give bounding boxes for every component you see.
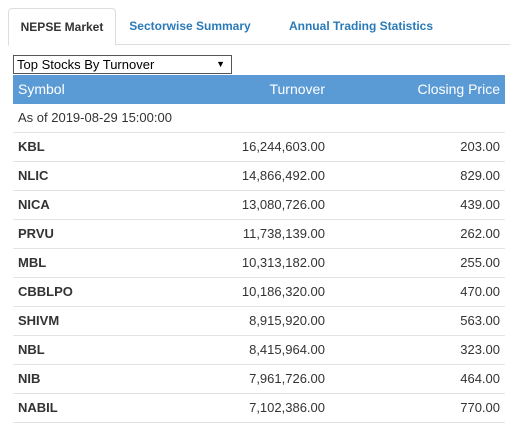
table-row: MBL 10,313,182.00 255.00 [13,249,505,278]
tab-sectorwise-summary[interactable]: Sectorwise Summary [129,19,251,33]
stock-filter-value: Top Stocks By Turnover [17,57,155,72]
symbol-cell: MBL [18,255,47,270]
closing-price-cell: 464.00 [460,371,500,386]
symbol-cell: KBL [18,139,45,154]
closing-price-cell: 470.00 [460,284,500,299]
closing-price-cell: 829.00 [460,168,500,183]
closing-price-cell: 770.00 [460,400,500,415]
symbol-cell: NIB [18,371,41,386]
table-row: NABIL 7,102,386.00 770.00 [13,394,505,423]
header-closing-price: Closing Price [417,81,500,97]
header-symbol: Symbol [18,81,65,97]
tab-bar: NEPSE Market Sectorwise Summary Annual T… [8,8,510,46]
turnover-cell: 10,186,320.00 [241,284,325,299]
symbol-cell: NICA [18,197,50,212]
as-of-timestamp: As of 2019-08-29 15:00:00 [13,104,505,133]
turnover-cell: 16,244,603.00 [241,139,325,154]
tab-annual-trading-statistics[interactable]: Annual Trading Statistics [288,19,434,33]
turnover-cell: 14,866,492.00 [241,168,325,183]
closing-price-cell: 563.00 [460,313,500,328]
table-row: NLIC 14,866,492.00 829.00 [13,162,505,191]
stock-table-body: KBL 16,244,603.00 203.00 NLIC 14,866,492.00 8… [13,133,505,423]
tab-nepse-market[interactable]: NEPSE Market [8,8,116,46]
closing-price-cell: 255.00 [460,255,500,270]
symbol-cell: PRVU [18,226,54,241]
turnover-cell: 11,738,139.00 [242,226,325,241]
turnover-cell: 7,961,726.00 [249,371,325,386]
turnover-cell: 13,080,726.00 [241,197,325,212]
symbol-cell: CBBLPO [18,284,73,299]
turnover-cell: 7,102,386.00 [249,400,325,415]
symbol-cell: NABIL [18,400,58,415]
turnover-cell: 8,915,920.00 [249,313,325,328]
symbol-cell: NBL [18,342,45,357]
table-row: SHIVM 8,915,920.00 563.00 [13,307,505,336]
stock-filter-select[interactable]: Top Stocks By Turnover ▼ [13,55,232,74]
closing-price-cell: 323.00 [460,342,500,357]
table-header: Symbol Turnover Closing Price [13,75,505,104]
closing-price-cell: 439.00 [460,197,500,212]
symbol-cell: SHIVM [18,313,60,328]
chevron-down-icon: ▼ [216,59,225,69]
closing-price-cell: 262.00 [460,226,500,241]
table-row: NICA 13,080,726.00 439.00 [13,191,505,220]
table-row: KBL 16,244,603.00 203.00 [13,133,505,162]
table-row: NBL 8,415,964.00 323.00 [13,336,505,365]
turnover-cell: 8,415,964.00 [249,342,325,357]
header-turnover: Turnover [269,81,325,97]
closing-price-cell: 203.00 [460,139,500,154]
turnover-cell: 10,313,182.00 [241,255,325,270]
table-row: NIB 7,961,726.00 464.00 [13,365,505,394]
table-row: CBBLPO 10,186,320.00 470.00 [13,278,505,307]
table-row: PRVU 11,738,139.00 262.00 [13,220,505,249]
symbol-cell: NLIC [18,168,49,183]
